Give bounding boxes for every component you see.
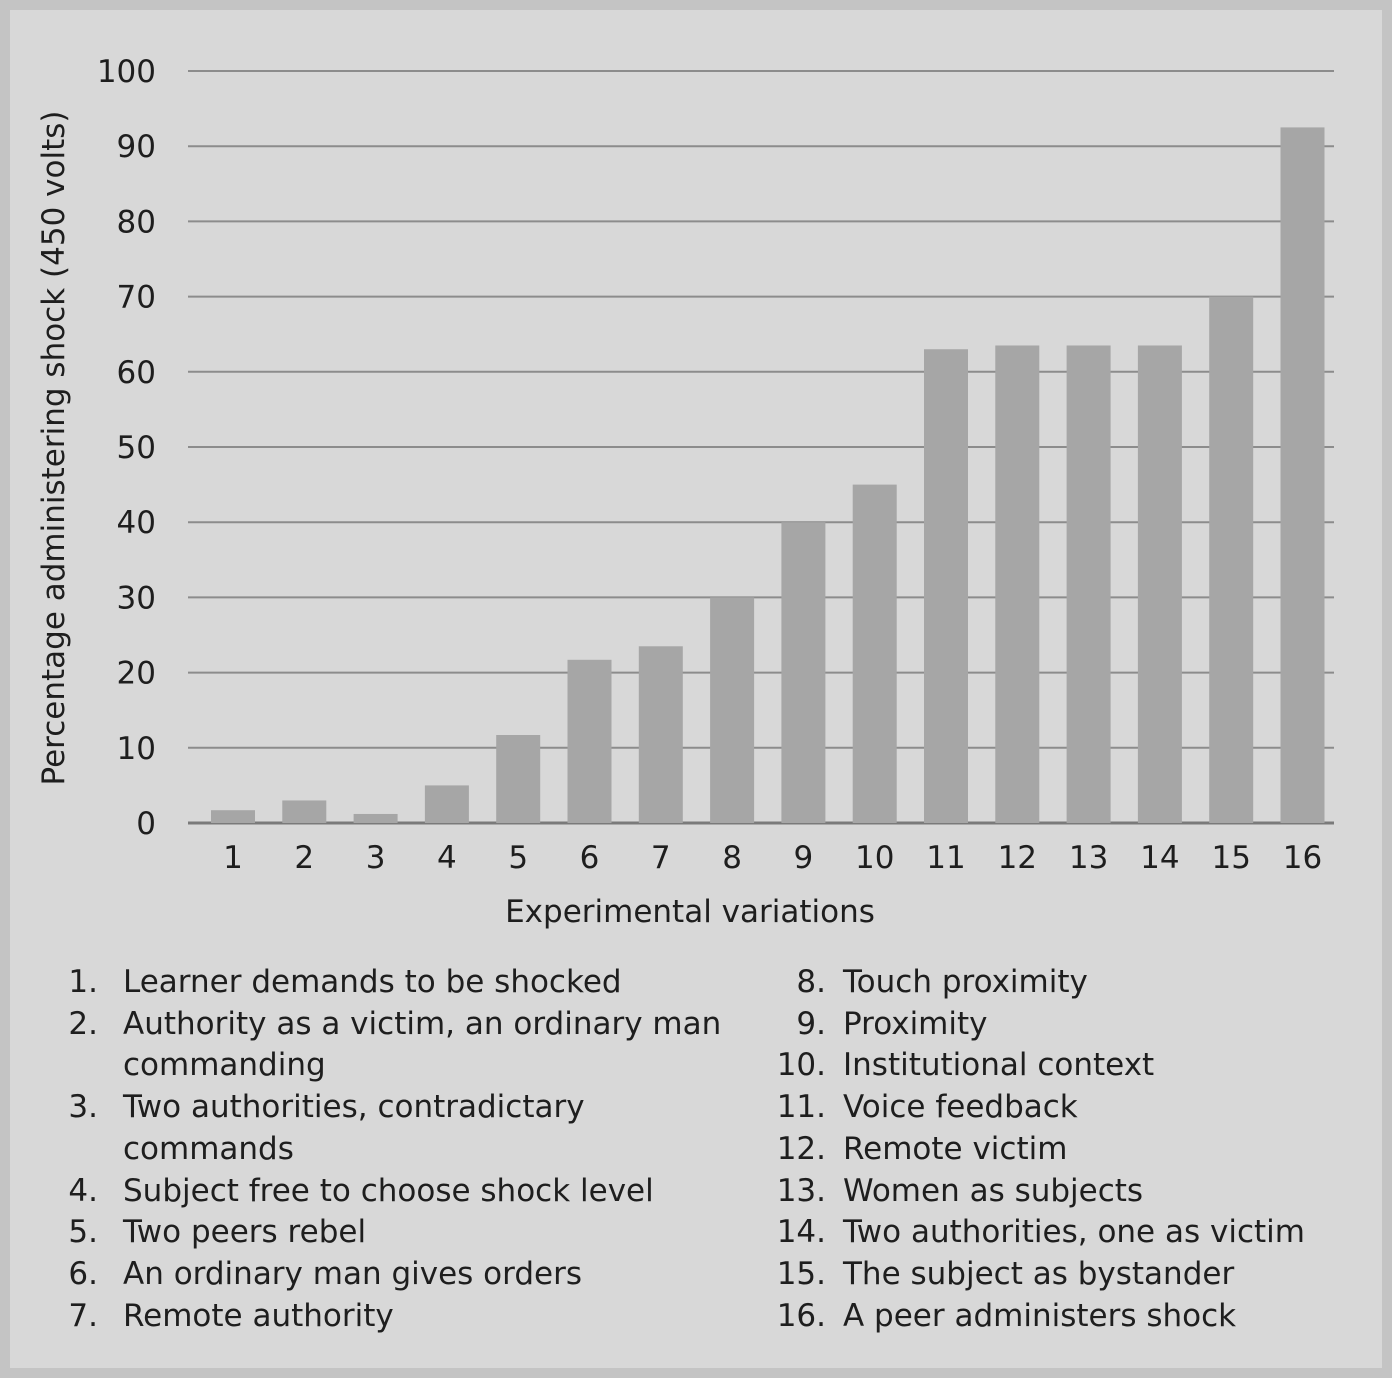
bar-1 xyxy=(211,810,255,823)
x-tick-label: 6 xyxy=(580,840,600,876)
legend-item-text: Touch proximity xyxy=(843,964,1088,1000)
x-tick-label: 16 xyxy=(1283,840,1322,876)
bar-14 xyxy=(1137,345,1182,823)
y-tick-label: 40 xyxy=(117,505,156,541)
legend-item: 14. Two authorities, one as victim xyxy=(772,1212,1372,1254)
legend-item-number: 11. xyxy=(776,1089,826,1126)
legend-item-text: Voice feedback xyxy=(843,1089,1078,1126)
legend-item: 4. Subject free to choose shock level xyxy=(66,1171,726,1213)
bars xyxy=(211,127,1325,824)
x-tick-label: 10 xyxy=(855,840,894,876)
y-tick-label: 30 xyxy=(117,580,156,616)
y-tick-label: 70 xyxy=(117,280,156,316)
x-tick-label: 7 xyxy=(651,840,671,876)
x-tick-label: 1 xyxy=(223,840,243,876)
legend-right-column: 8. Touch proximity 9. Proximity 10. Instituti… xyxy=(772,962,1372,1337)
legend-item-number: 13. xyxy=(776,1172,826,1209)
legend-item-number: 1. xyxy=(68,964,98,1000)
legend-item-text: Two peers rebel xyxy=(123,1214,367,1251)
legend-item-number: 7. xyxy=(68,1297,98,1334)
legend-item: 16. A peer administers shock xyxy=(772,1296,1372,1338)
legend-item-number: 15. xyxy=(776,1255,826,1292)
x-tick-labels: 1 2 3 4 5 6 7 8 9 10 11 12 13 14 15 16 xyxy=(223,840,1322,876)
legend-item-text: Remote authority xyxy=(123,1297,394,1334)
legend-item-number: 14. xyxy=(776,1214,826,1251)
legend-item-text: Institutional context xyxy=(843,1047,1155,1084)
legend-item-text: Two authorities, one as victim xyxy=(843,1214,1305,1251)
legend-item-text: Two authorities, contradictary commands xyxy=(123,1089,585,1167)
x-tick-label: 12 xyxy=(998,840,1037,876)
x-tick-label: 5 xyxy=(508,840,528,876)
bar-7 xyxy=(638,646,683,823)
legend-item-text: An ordinary man gives orders xyxy=(123,1255,582,1292)
legend-item-text: Learner demands to be shocked xyxy=(123,964,622,1000)
legend-left-column: 1. Learner demands to be shocked 2. Authori… xyxy=(66,962,726,1337)
x-axis-label: Experimental variations xyxy=(505,894,875,930)
legend-item-number: 10. xyxy=(776,1047,826,1084)
y-axis-label: Percentage administering shock (450 volt… xyxy=(36,111,72,786)
legend-item-text: The subject as bystander xyxy=(843,1255,1235,1292)
x-tick-label: 11 xyxy=(926,840,965,876)
legend-item-text: Remote victim xyxy=(843,1130,1068,1167)
y-tick-label: 20 xyxy=(117,656,156,692)
legend-item-text: A peer administers shock xyxy=(843,1297,1237,1334)
legend-item-number: 2. xyxy=(68,1005,98,1042)
legend-item-number: 9. xyxy=(796,1005,826,1042)
bar-5 xyxy=(496,735,541,823)
x-tick-label: 13 xyxy=(1069,840,1108,876)
legend-item: 11. Voice feedback xyxy=(772,1087,1372,1129)
y-tick-label: 100 xyxy=(97,54,156,90)
legend-item-number: 16. xyxy=(776,1297,826,1334)
legend-item-number: 3. xyxy=(68,1089,98,1126)
bar-11 xyxy=(924,349,968,823)
y-tick-label: 80 xyxy=(117,204,156,240)
x-tick-label: 3 xyxy=(366,840,386,876)
y-tick-label: 10 xyxy=(117,731,156,767)
legend-item: 1. Learner demands to be shocked xyxy=(66,962,726,1004)
legend-item: 13. Women as subjects xyxy=(772,1171,1372,1213)
y-tick-label: 60 xyxy=(117,355,156,391)
bar-8 xyxy=(710,597,755,823)
legend-item-number: 12. xyxy=(776,1130,826,1167)
legend-item: 2. Authority as a victim, an ordinary man… xyxy=(66,1004,726,1087)
bar-13 xyxy=(1066,345,1111,823)
legend-item: 3. Two authorities, contradictary command… xyxy=(66,1087,726,1170)
legend-item: 7. Remote authority xyxy=(66,1296,726,1338)
legend-item-text: Authority as a victim, an ordinary man c… xyxy=(123,1005,722,1084)
legend-item-number: 4. xyxy=(68,1172,98,1209)
x-tick-label: 8 xyxy=(722,840,742,876)
legend-item: 9. Proximity xyxy=(772,1004,1372,1046)
legend-item-number: 5. xyxy=(68,1214,98,1251)
x-tick-label: 9 xyxy=(794,840,814,876)
legend-item-text: Subject free to choose shock level xyxy=(123,1172,654,1209)
legend-item-text: Proximity xyxy=(843,1005,988,1042)
legend-item: 5. Two peers rebel xyxy=(66,1212,726,1254)
bar-4 xyxy=(424,785,469,823)
y-tick-label: 0 xyxy=(136,806,156,842)
x-tick-label: 14 xyxy=(1140,840,1179,876)
x-tick-label: 15 xyxy=(1211,840,1250,876)
bar-10 xyxy=(852,484,897,823)
legend-item: 15. The subject as bystander xyxy=(772,1254,1372,1296)
y-tick-label: 50 xyxy=(117,430,156,466)
bar-6 xyxy=(567,659,612,823)
legend-item: 6. An ordinary man gives orders xyxy=(66,1254,726,1296)
bar-12 xyxy=(995,345,1040,823)
legend-item-number: 8. xyxy=(796,964,826,1000)
legend-item: 8. Touch proximity xyxy=(772,962,1372,1004)
y-tick-labels: 0 10 20 30 40 50 60 70 80 90 100 xyxy=(97,54,156,842)
legend-item: 10. Institutional context xyxy=(772,1045,1372,1087)
x-tick-label: 4 xyxy=(437,840,457,876)
legend-item: 12. Remote victim xyxy=(772,1129,1372,1171)
legend-item-number: 6. xyxy=(68,1255,98,1292)
bar-16 xyxy=(1280,127,1325,823)
legend-item-text: Women as subjects xyxy=(843,1172,1144,1209)
bar-15 xyxy=(1209,296,1254,824)
y-tick-label: 90 xyxy=(117,129,156,165)
bar-2 xyxy=(282,800,327,823)
x-tick-label: 2 xyxy=(294,840,314,876)
bar-3 xyxy=(353,813,398,823)
bar-9 xyxy=(781,522,826,823)
